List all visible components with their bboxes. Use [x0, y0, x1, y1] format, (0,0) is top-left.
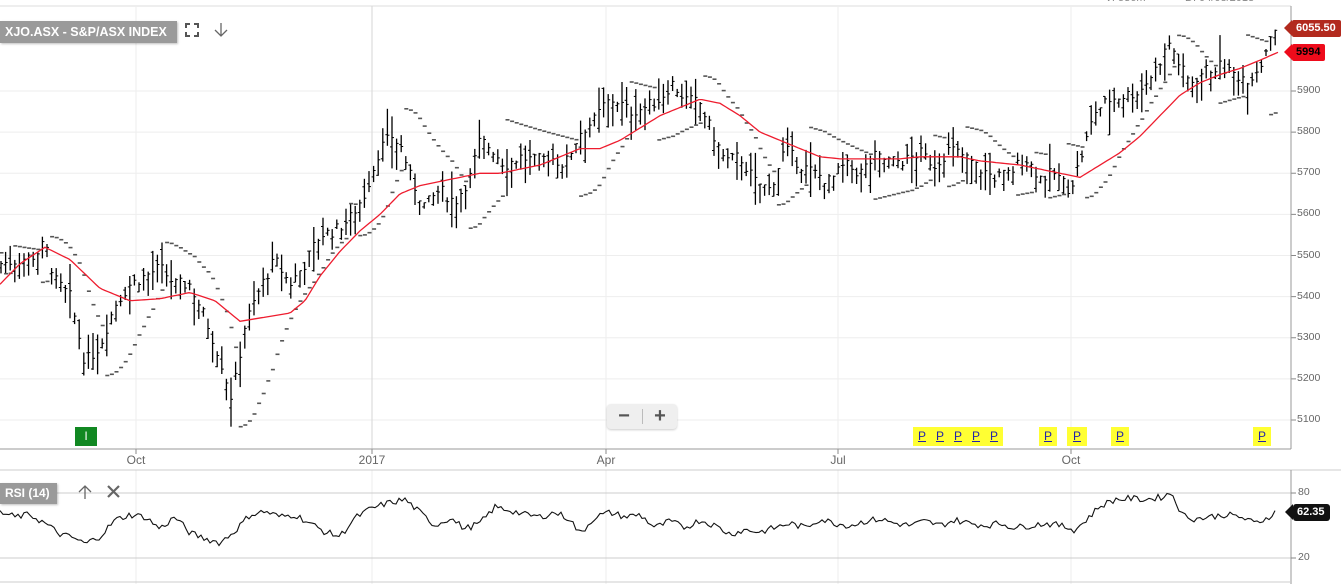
event-marker-p[interactable]: P	[1253, 427, 1271, 446]
event-marker-p[interactable]: P	[1067, 427, 1087, 446]
event-marker-p[interactable]: P	[949, 427, 967, 446]
rsi-value-tag: 62.35	[1285, 504, 1330, 521]
last-price-tag: 6055.50	[1284, 20, 1341, 37]
y-axis-label: 5500	[1297, 248, 1321, 261]
y-axis-label: 5800	[1297, 125, 1321, 138]
zoom-out-button[interactable]: −	[618, 405, 630, 427]
zoom-control: − +	[607, 404, 677, 429]
event-marker-p[interactable]: P	[1039, 427, 1057, 446]
rsi-indicator-badge[interactable]: RSI (14)	[0, 483, 57, 504]
symbol-title-badge[interactable]: XJO.ASX - S&P/ASX INDEX	[0, 21, 177, 43]
event-marker-p[interactable]: P	[985, 427, 1003, 446]
y-axis-label: 5600	[1297, 207, 1321, 220]
event-marker-p[interactable]: P	[1111, 427, 1129, 446]
y-axis-label: 5700	[1297, 166, 1321, 179]
insider-event-marker[interactable]: I	[75, 427, 97, 446]
volume-readout: V: 536m	[1105, 0, 1146, 4]
x-axis-label: Jul	[830, 453, 846, 467]
event-marker-p[interactable]: P	[931, 427, 949, 446]
event-marker-p[interactable]: P	[913, 427, 931, 446]
moving-average-tag: 5994	[1283, 44, 1326, 61]
x-axis-label: Apr	[596, 453, 616, 467]
zoom-in-button[interactable]: +	[654, 405, 666, 427]
rsi-axis-label: 80	[1298, 486, 1310, 498]
y-axis-label: 5200	[1297, 371, 1321, 384]
top-status-strip: V: 536m D: 04/08/2018	[0, 0, 1341, 6]
x-axis-label: 2017	[358, 453, 386, 467]
y-axis-label: 5100	[1297, 413, 1321, 425]
x-axis-label: Oct	[1061, 453, 1081, 467]
zoom-divider	[642, 409, 643, 424]
date-readout: D: 04/08/2018	[1185, 0, 1254, 4]
y-axis-label: 5900	[1297, 84, 1321, 96]
x-axis-label: Oct	[126, 453, 146, 467]
y-axis-label: 5300	[1297, 330, 1321, 343]
rsi-axis-label: 20	[1298, 551, 1310, 563]
event-marker-p[interactable]: P	[967, 427, 985, 446]
y-axis-label: 5400	[1297, 289, 1321, 302]
